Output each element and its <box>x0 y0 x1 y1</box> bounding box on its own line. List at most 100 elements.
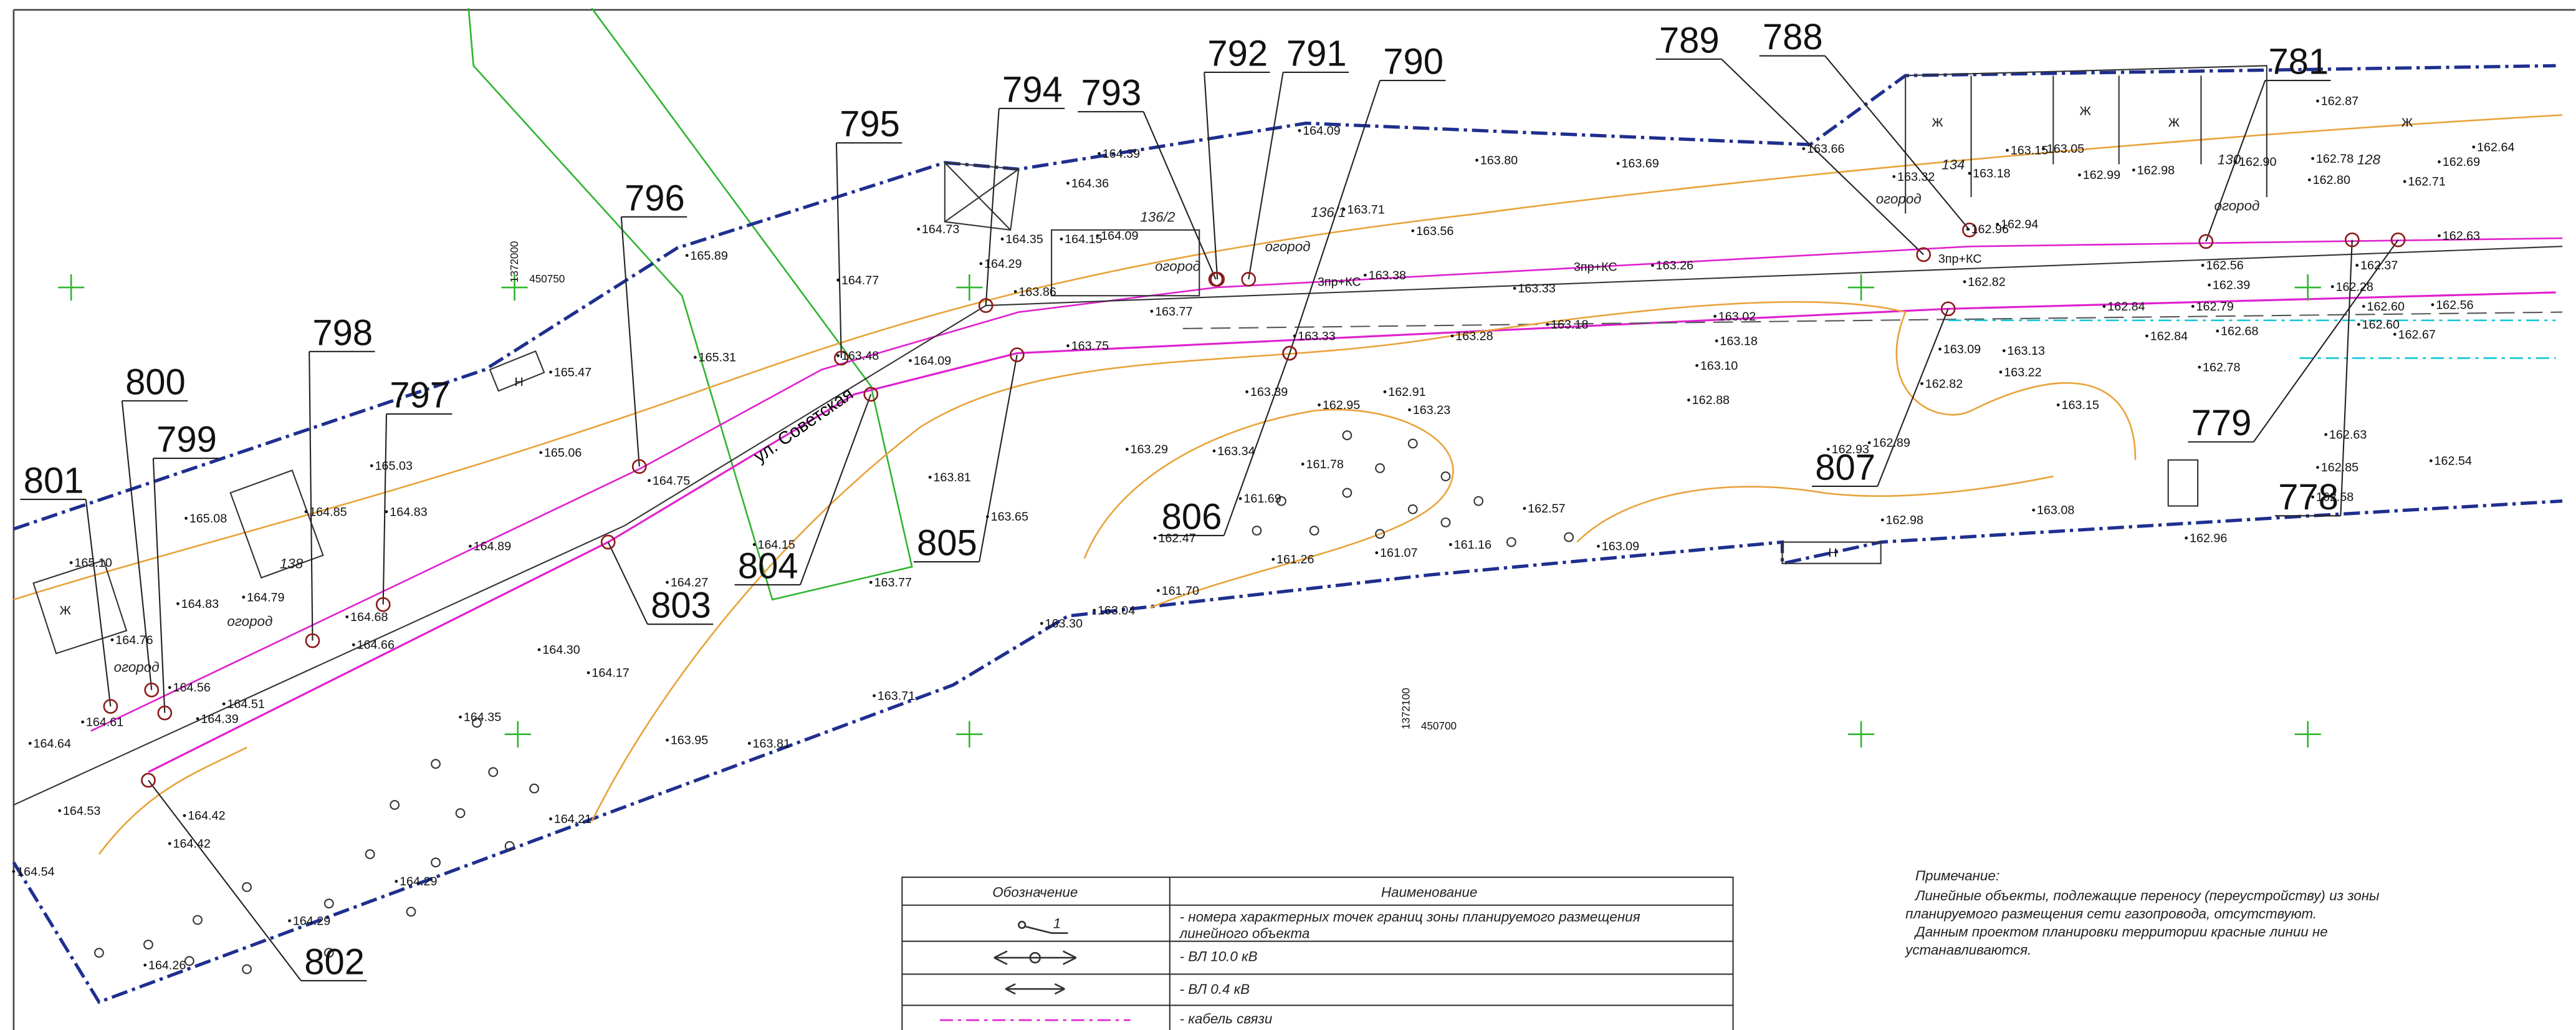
elevation-dot <box>1651 264 1654 267</box>
coordinate: 1372000 <box>509 241 520 283</box>
elevation-dot <box>1523 507 1526 510</box>
elevation-label: 164.09 <box>1303 124 1340 138</box>
elevation-dot <box>2216 330 2219 333</box>
elevation-dot <box>549 817 552 821</box>
elevation-dot <box>184 517 188 520</box>
elevation-dot <box>1066 344 1070 347</box>
elevation-label: 163.33 <box>1298 329 1335 343</box>
elevation-label: 162.98 <box>1886 513 1923 527</box>
elevation-label: 164.29 <box>984 257 1022 271</box>
elevation-label: 165.89 <box>690 249 727 262</box>
elevation-label: 163.09 <box>1602 540 1639 554</box>
elevation-dot <box>168 842 171 845</box>
elevation-dot <box>2191 305 2195 308</box>
elevation-dot <box>2308 178 2311 181</box>
house-number: 136/2 <box>1140 209 1175 225</box>
elevation-dot <box>168 686 171 689</box>
garden-label: огород <box>114 660 160 675</box>
elevation-dot <box>869 581 873 584</box>
elevation-label: 162.64 <box>2477 140 2514 154</box>
page: ул. Советская огород огород огород огоро… <box>0 0 2576 1030</box>
elevation-label: 163.69 <box>1621 157 1659 171</box>
elevation-label: 163.81 <box>753 737 790 751</box>
elevation-dot <box>2362 305 2365 308</box>
house-number: 138 <box>280 556 304 572</box>
elevation-label: 162.71 <box>2408 175 2445 189</box>
elevation-label: 163.08 <box>2037 504 2074 517</box>
elevation-dot <box>385 510 388 513</box>
elevation-label: 163.29 <box>1131 443 1168 456</box>
elevation-label: 163.95 <box>671 734 708 748</box>
elevation-label: 162.60 <box>2362 318 2400 332</box>
elevation-dot <box>2201 264 2205 267</box>
elevation-dot <box>1364 274 1367 277</box>
elevation-label: 162.57 <box>1528 502 1565 516</box>
elevation-label: 163.39 <box>1250 385 1288 399</box>
point-number: 802 <box>304 942 365 982</box>
elevation-dot <box>1597 545 1600 548</box>
elevation-dot <box>1968 172 1971 175</box>
elevation-label: 164.79 <box>247 590 284 604</box>
elevation-dot <box>1617 162 1620 165</box>
elevation-dot <box>2438 160 2441 163</box>
elevation-label: 162.69 <box>2443 155 2480 169</box>
legend-text: линейного объекта <box>1179 925 1310 941</box>
elevation-label: 164.51 <box>227 698 264 711</box>
note-title: Примечание: <box>1915 868 1999 883</box>
elevation-label: 163.80 <box>1480 153 1518 167</box>
elevation-label: 164.09 <box>1101 229 1138 243</box>
elevation-label: 163.26 <box>1656 259 1693 272</box>
elevation-label: 163.04 <box>1098 604 1135 617</box>
elevation-dot <box>196 717 199 720</box>
elevation-dot <box>242 595 245 599</box>
elevation-dot <box>1513 287 1516 290</box>
elevation-dot <box>395 880 398 883</box>
elevation-label: 164.15 <box>757 538 795 552</box>
elevation-dot <box>539 451 542 455</box>
elevation-dot <box>1301 463 1305 466</box>
elevation-dot <box>2208 284 2211 287</box>
elevation-dot <box>1157 589 1160 592</box>
elevation-label: 164.27 <box>671 576 708 590</box>
elevation-dot <box>58 809 61 812</box>
elevation-label: 165.08 <box>189 512 227 526</box>
elevation-label: 163.71 <box>878 689 915 703</box>
note-line: Данным проектом планировки территории кр… <box>1913 924 2328 940</box>
elevation-dot <box>2006 149 2009 152</box>
elevation-dot <box>1093 609 1096 612</box>
elevation-label: 163.05 <box>2047 142 2084 156</box>
elevation-label: 163.18 <box>1973 167 2010 181</box>
elevation-label: 162.93 <box>1832 443 1869 456</box>
elevation-label: 165.06 <box>544 446 582 460</box>
point-number: 781 <box>2268 42 2329 82</box>
elevation-dot <box>2078 173 2081 176</box>
elevation-dot <box>909 359 912 362</box>
elevation-label: 164.83 <box>390 505 427 519</box>
elevation-dot <box>2355 264 2358 267</box>
elevation-dot <box>2431 303 2435 306</box>
elevation-dot <box>2032 509 2035 512</box>
elevation-dot <box>587 671 590 675</box>
elevation-dot <box>12 870 16 873</box>
elevation-dot <box>2145 334 2148 337</box>
elevation-label: 162.82 <box>1968 275 2005 289</box>
elevation-dot <box>1318 403 1321 407</box>
elevation-label: 162.60 <box>2367 300 2405 314</box>
elevation-dot <box>2403 180 2406 183</box>
elevation-label: 164.42 <box>173 837 210 851</box>
building-type: Н <box>1828 546 1837 560</box>
point-number: 803 <box>651 586 711 626</box>
elevation-label: 162.90 <box>2239 155 2276 169</box>
elevation-dot <box>1096 234 1099 238</box>
elevation-label: 164.83 <box>181 597 219 611</box>
elevation-dot <box>459 716 462 719</box>
elevation-dot <box>1066 181 1070 185</box>
elevation-dot <box>111 638 114 642</box>
building-type: Ж <box>2401 116 2413 130</box>
elevation-dot <box>1126 448 1129 451</box>
elevation-dot <box>1996 223 1999 226</box>
line-code: 3пр+КС <box>1574 261 1617 274</box>
elevation-label: 164.53 <box>63 804 100 818</box>
elevation-label: 165.31 <box>699 351 736 365</box>
elevation-dot <box>1451 334 1454 337</box>
